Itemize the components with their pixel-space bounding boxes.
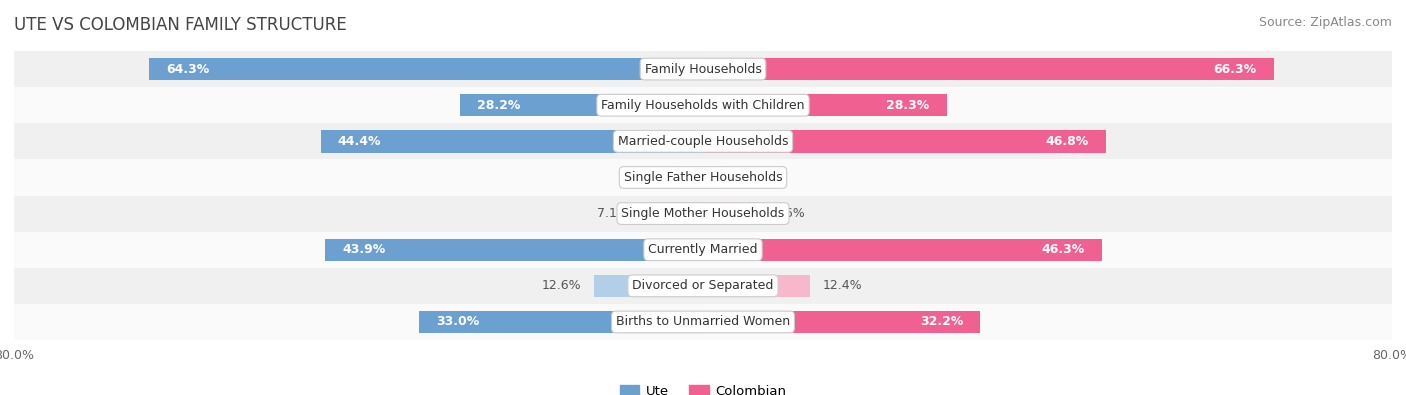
Bar [14, 304, 1392, 340]
Text: 12.6%: 12.6% [541, 279, 582, 292]
Bar [703, 275, 810, 297]
Bar [460, 94, 703, 117]
Text: 12.4%: 12.4% [823, 279, 862, 292]
Bar [703, 311, 980, 333]
Text: Married-couple Households: Married-couple Households [617, 135, 789, 148]
Bar [321, 130, 703, 152]
Text: 32.2%: 32.2% [920, 316, 963, 329]
Text: 64.3%: 64.3% [166, 62, 209, 75]
Text: Single Mother Households: Single Mother Households [621, 207, 785, 220]
Bar [643, 202, 703, 225]
Text: Single Father Households: Single Father Households [624, 171, 782, 184]
Text: Births to Unmarried Women: Births to Unmarried Women [616, 316, 790, 329]
Bar [703, 130, 1107, 152]
Text: 44.4%: 44.4% [337, 135, 381, 148]
Bar [595, 275, 703, 297]
Bar [419, 311, 703, 333]
Text: 43.9%: 43.9% [342, 243, 385, 256]
Text: 3.0%: 3.0% [633, 171, 664, 184]
Text: 33.0%: 33.0% [436, 316, 479, 329]
Text: Divorced or Separated: Divorced or Separated [633, 279, 773, 292]
Bar [703, 202, 759, 225]
Text: Family Households with Children: Family Households with Children [602, 99, 804, 112]
Text: 2.3%: 2.3% [735, 171, 768, 184]
Text: Source: ZipAtlas.com: Source: ZipAtlas.com [1258, 16, 1392, 29]
Bar [14, 87, 1392, 123]
Bar [703, 58, 1274, 80]
Bar [14, 231, 1392, 268]
Text: 28.2%: 28.2% [478, 99, 520, 112]
Text: 28.3%: 28.3% [886, 99, 929, 112]
Text: 46.8%: 46.8% [1046, 135, 1088, 148]
Bar [703, 94, 946, 117]
Text: 66.3%: 66.3% [1213, 62, 1257, 75]
Bar [14, 196, 1392, 231]
Bar [14, 268, 1392, 304]
Bar [678, 166, 703, 189]
Text: 7.1%: 7.1% [598, 207, 628, 220]
Bar [703, 239, 1102, 261]
Text: UTE VS COLOMBIAN FAMILY STRUCTURE: UTE VS COLOMBIAN FAMILY STRUCTURE [14, 16, 347, 34]
Bar [14, 51, 1392, 87]
Bar [14, 160, 1392, 196]
Text: 46.3%: 46.3% [1042, 243, 1084, 256]
Text: 6.6%: 6.6% [773, 207, 804, 220]
Legend: Ute, Colombian: Ute, Colombian [616, 381, 790, 395]
Bar [325, 239, 703, 261]
Bar [149, 58, 703, 80]
Text: Currently Married: Currently Married [648, 243, 758, 256]
Bar [14, 123, 1392, 160]
Text: Family Households: Family Households [644, 62, 762, 75]
Bar [703, 166, 723, 189]
